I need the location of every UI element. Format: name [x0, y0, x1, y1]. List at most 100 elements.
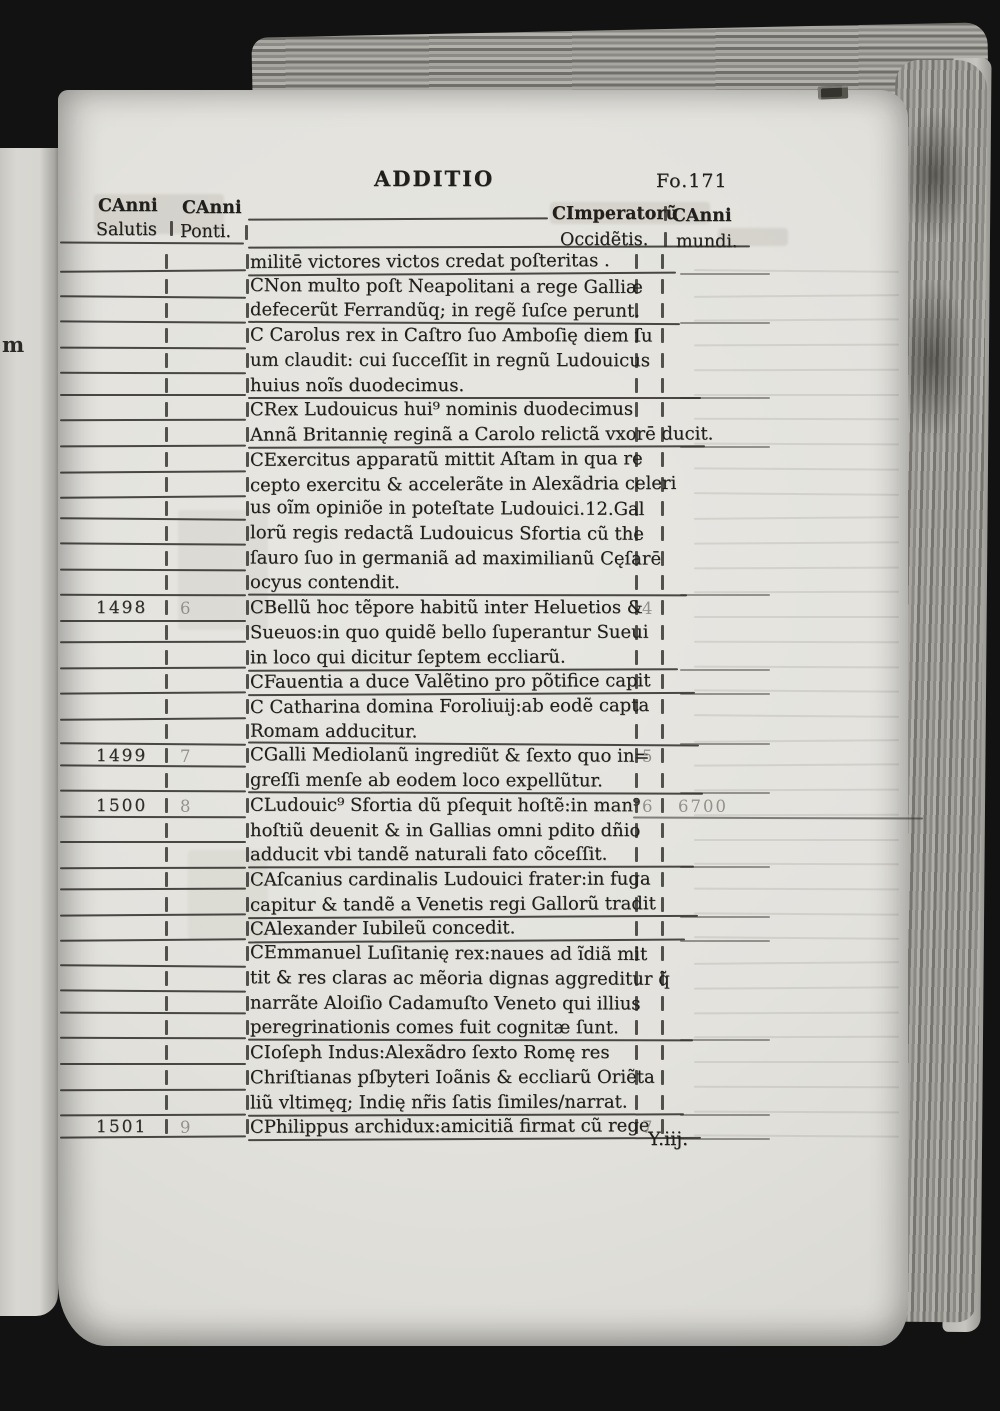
table-row: narrãte Aloiſio Cadamuſto Veneto qui ill… — [58, 992, 908, 1017]
column-divider — [246, 674, 249, 690]
column-divider — [635, 402, 638, 418]
entry-text: CPhilippus archidux:amicitiã firmat cũ r… — [249, 1115, 650, 1138]
entry-text: Annã Britannię reginã a Carolo relictã v… — [249, 423, 714, 446]
bleedthrough-rule — [693, 516, 900, 521]
column-divider — [165, 674, 168, 690]
ponti-cell: 8 — [180, 796, 191, 816]
column-divider — [635, 600, 638, 616]
bleedthrough-rule — [693, 986, 900, 990]
column-divider — [661, 501, 664, 517]
column-divider — [661, 1020, 664, 1036]
bleedthrough-rule — [693, 343, 900, 347]
column-divider — [246, 773, 249, 789]
entry-text: hoſtiũ deuenit & in Gallias omni pdito d… — [250, 819, 641, 841]
column-divider — [246, 525, 249, 541]
entry-text: tit & res claras ac mẽoria dignas aggred… — [249, 967, 670, 990]
bleedthrough-rule — [693, 293, 900, 298]
table-row: tit & res claras ac mẽoria dignas aggred… — [58, 967, 908, 994]
column-divider — [635, 822, 638, 838]
bleedthrough-rule — [693, 763, 900, 768]
header-anni-ponti-top: CAnni — [182, 198, 242, 218]
paragraph-rule-extension — [680, 1138, 770, 1141]
paragraph-rule-extension — [680, 322, 770, 325]
table-row: CFauentia a duce Valẽtino pro põtifice c… — [58, 670, 908, 697]
column-divider — [165, 525, 168, 541]
entry-text: Sueuos:in quo quidẽ bello ſuperantur Sue… — [249, 621, 649, 644]
column-divider — [661, 600, 664, 616]
table-row: peregrinationis comes fuit cognitæ ſunt. — [58, 1016, 908, 1042]
row-rule-left — [59, 295, 247, 299]
bleedthrough-rule — [693, 788, 900, 792]
column-divider — [661, 575, 664, 591]
column-divider — [635, 699, 638, 714]
column-divider — [246, 921, 249, 937]
table-row: Annã Britannię reginã a Carolo relictã v… — [58, 423, 908, 449]
column-divider — [635, 550, 638, 566]
bleedthrough-rule — [693, 738, 900, 743]
column-divider — [246, 1094, 249, 1110]
column-divider — [165, 822, 168, 838]
paragraph-rule-extension — [680, 446, 770, 448]
column-divider — [165, 427, 168, 442]
column-divider — [246, 451, 249, 467]
header-anni-salutis-bottom: Salutis — [96, 220, 157, 240]
column-divider — [661, 451, 664, 467]
column-divider — [661, 1069, 664, 1085]
table-row: Romam adducitur. — [58, 720, 908, 747]
entry-text: adducit vbi tandẽ naturali fato cõceſſit… — [249, 844, 608, 866]
bleedthrough-rule — [694, 616, 899, 619]
column-divider — [661, 427, 664, 442]
column-divider — [635, 352, 638, 368]
entry-text: CBellũ hoc tẽpore habitũ inter Heluetios… — [250, 597, 643, 619]
column-divider — [635, 501, 638, 517]
column-divider — [165, 748, 168, 764]
column-divider — [635, 896, 638, 912]
column-divider — [165, 1020, 168, 1036]
column-divider — [661, 896, 664, 912]
table-row: Chriſtianas pſbyteri Ioãnis & eccliarũ O… — [58, 1066, 908, 1091]
entry-text: CNon multo poſt Neapolitani a rege Galli… — [249, 274, 643, 298]
table-row: defecerũt Ferrandũq; in regẽ ſuſce perun… — [58, 299, 908, 326]
column-divider — [635, 649, 638, 665]
entry-text: defecerũt Ferrandũq; in regẽ ſuſce perun… — [249, 299, 641, 323]
row-rule-left — [60, 841, 246, 844]
column-divider — [635, 946, 638, 962]
column-divider — [165, 550, 168, 566]
column-divider — [635, 377, 638, 393]
entry-text: C Catharina domina Foroliuij:ab eodẽ cap… — [249, 694, 650, 719]
row-rule-left — [60, 1063, 246, 1065]
row-rule-left — [59, 764, 247, 768]
column-divider — [661, 624, 664, 640]
bleedthrough-rule — [693, 442, 900, 446]
column-divider — [165, 847, 168, 863]
column-divider — [165, 476, 168, 492]
column-divider — [165, 921, 168, 937]
imperator-cell: 7 — [642, 1118, 653, 1138]
column-divider — [661, 748, 664, 764]
ponti-cell: 9 — [180, 1118, 191, 1138]
column-divider — [635, 723, 638, 739]
column-divider — [246, 575, 249, 591]
column-divider — [245, 225, 248, 240]
running-title: ADDITIO — [374, 166, 495, 191]
row-rule-left — [59, 269, 247, 274]
paragraph-rule — [248, 396, 701, 399]
paragraph-rule-extension — [680, 396, 770, 399]
column-divider — [664, 206, 667, 221]
column-divider — [661, 921, 664, 937]
column-divider — [165, 797, 168, 813]
column-divider — [246, 427, 249, 442]
entry-text: CExercitus apparatũ mittit Aſtam in qua … — [249, 448, 643, 471]
paragraph-rule-extension — [680, 792, 770, 795]
entry-text: CLudouic⁹ Sfortia dũ pſequit hoſtẽ:in ma… — [249, 794, 641, 817]
column-divider — [246, 699, 249, 714]
paragraph-rule-extension — [680, 1113, 770, 1116]
column-divider — [661, 525, 664, 541]
entry-text: liũ vltimęq; Indię nr̃is ſatis ſimiles/n… — [249, 1091, 628, 1113]
bleedthrough-rule — [693, 591, 900, 594]
row-rule-left — [59, 516, 247, 521]
column-divider — [165, 1069, 168, 1085]
header-anni-salutis-top: CAnni — [98, 196, 158, 216]
column-divider — [661, 377, 664, 393]
